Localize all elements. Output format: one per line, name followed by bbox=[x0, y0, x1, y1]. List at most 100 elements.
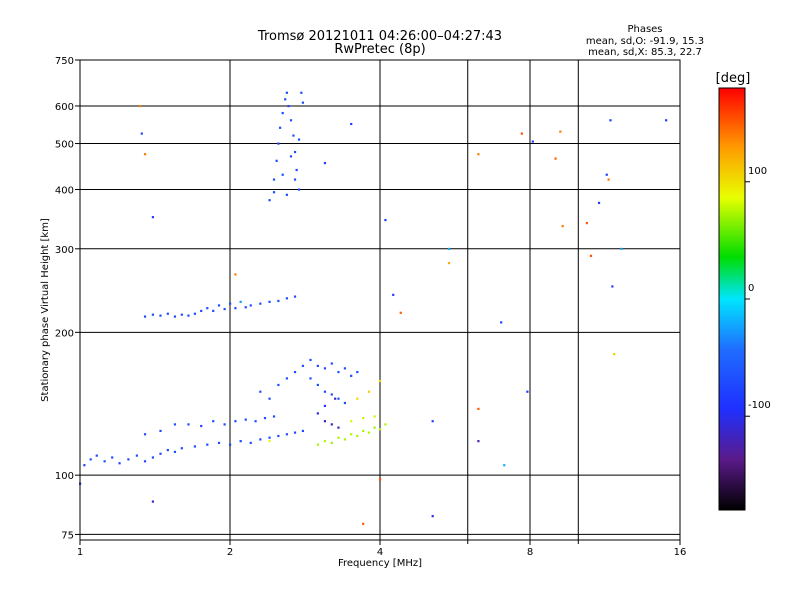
echo-point bbox=[392, 293, 395, 296]
echo-point bbox=[83, 464, 86, 467]
echo-point bbox=[520, 132, 523, 135]
echo-point bbox=[447, 247, 451, 250]
echo-point bbox=[193, 445, 197, 448]
echo-point bbox=[187, 423, 190, 426]
echo-point bbox=[259, 438, 262, 441]
echo-point bbox=[285, 377, 288, 380]
echo-point bbox=[323, 420, 327, 423]
echo-point bbox=[297, 188, 301, 191]
echo-point bbox=[362, 429, 365, 433]
echo-point bbox=[206, 307, 209, 310]
grid-lines bbox=[80, 60, 680, 540]
echo-point bbox=[217, 304, 221, 307]
echo-point bbox=[166, 312, 169, 315]
echo-point bbox=[159, 314, 162, 317]
echo-point bbox=[229, 443, 232, 446]
echo-point bbox=[477, 153, 480, 156]
echo-point bbox=[337, 436, 340, 439]
echo-point bbox=[293, 370, 297, 374]
echo-point bbox=[611, 285, 614, 288]
echo-point bbox=[268, 436, 271, 439]
echo-point bbox=[139, 104, 142, 108]
echo-point bbox=[103, 460, 106, 463]
echo-point bbox=[223, 423, 226, 426]
echo-point bbox=[268, 440, 271, 443]
x-tick-label: 16 bbox=[674, 547, 687, 558]
colorbar: [deg] 100 0 -100 bbox=[716, 71, 771, 511]
echo-point bbox=[173, 450, 177, 454]
y-tick-label: 100 bbox=[55, 471, 74, 482]
echo-point bbox=[373, 426, 376, 429]
echo-point bbox=[173, 315, 177, 318]
echo-point bbox=[356, 397, 359, 400]
echo-point bbox=[526, 390, 529, 393]
echo-point bbox=[477, 407, 480, 410]
echo-point bbox=[234, 273, 237, 276]
echo-point bbox=[268, 300, 271, 303]
echo-point bbox=[289, 155, 293, 158]
y-axis-label: Stationary phase Virtual Height [km] bbox=[40, 218, 51, 402]
y-tick-label: 500 bbox=[55, 140, 74, 151]
echo-point bbox=[343, 401, 347, 405]
echo-point bbox=[323, 440, 327, 443]
echo-point bbox=[244, 306, 247, 309]
echo-point bbox=[559, 130, 562, 133]
echo-point bbox=[297, 138, 301, 141]
echo-point bbox=[285, 193, 288, 196]
chart-subtitle: RwPretec (8p) bbox=[334, 42, 425, 57]
echo-point bbox=[239, 300, 242, 303]
x-axis-label: Frequency [MHz] bbox=[338, 558, 422, 569]
echo-point bbox=[173, 423, 177, 426]
x-axis-ticks: 1 2 4 8 16 bbox=[77, 540, 687, 558]
echo-point bbox=[151, 216, 155, 219]
x-tick-label: 1 bbox=[77, 547, 83, 558]
echo-point bbox=[295, 168, 298, 172]
echo-point bbox=[362, 522, 365, 525]
echo-point bbox=[272, 415, 276, 418]
echo-point bbox=[309, 377, 312, 380]
echo-point bbox=[193, 312, 197, 315]
stats-line-x: mean, sd,X: 85.3, 22.7 bbox=[588, 47, 702, 58]
echo-point bbox=[249, 304, 252, 307]
echo-point bbox=[500, 321, 503, 324]
echo-point bbox=[362, 416, 365, 420]
stats-box: Phases mean, sd,O: -91.9, 15.3 mean, sd,… bbox=[586, 24, 704, 58]
echo-point bbox=[431, 420, 434, 423]
echo-point bbox=[589, 254, 593, 257]
echo-point bbox=[330, 423, 333, 426]
echo-point bbox=[605, 173, 608, 176]
x-tick-label: 2 bbox=[227, 547, 233, 558]
echo-point bbox=[187, 314, 190, 317]
echo-point bbox=[613, 353, 616, 356]
echo-point bbox=[272, 191, 276, 194]
echo-point bbox=[279, 126, 282, 129]
echo-point bbox=[268, 397, 271, 400]
echo-point bbox=[561, 225, 564, 228]
echo-point bbox=[350, 374, 353, 377]
echo-point bbox=[135, 454, 138, 457]
echo-point bbox=[229, 302, 232, 305]
y-tick-label: 300 bbox=[55, 245, 74, 256]
y-axis-ticks: 75 100 200 300 400 500 600 750 bbox=[55, 56, 80, 541]
echo-point bbox=[585, 222, 588, 225]
echo-point bbox=[249, 441, 252, 445]
echo-point bbox=[293, 431, 297, 434]
echo-point bbox=[151, 313, 155, 316]
echo-point bbox=[293, 178, 297, 181]
echo-point bbox=[379, 379, 382, 383]
echo-point bbox=[244, 418, 247, 421]
echo-point bbox=[259, 302, 262, 305]
echo-point bbox=[277, 299, 280, 303]
echo-point bbox=[268, 199, 271, 202]
echo-point bbox=[337, 426, 340, 429]
echo-point bbox=[143, 433, 147, 436]
echo-point bbox=[300, 91, 303, 94]
echo-point bbox=[254, 420, 257, 423]
chart-title-group: Tromsø 20121011 04:26:00–04:27:43 RwPret… bbox=[257, 29, 502, 57]
echo-point bbox=[281, 111, 284, 115]
echo-point bbox=[607, 178, 610, 181]
stats-heading: Phases bbox=[627, 24, 662, 35]
echo-point bbox=[277, 142, 280, 145]
y-tick-label: 750 bbox=[55, 56, 74, 67]
